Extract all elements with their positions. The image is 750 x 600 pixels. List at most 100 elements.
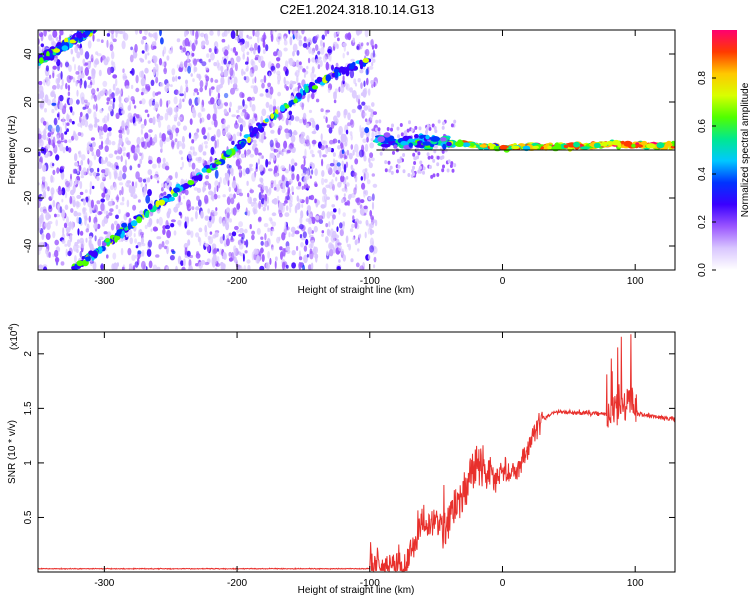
noise-speckle (368, 162, 373, 169)
noise-speckle (71, 135, 75, 141)
noise-speckle (104, 188, 108, 194)
noise-speckle (320, 47, 325, 55)
noise-speckle (208, 183, 212, 190)
trace-point (407, 138, 415, 143)
noise-speckle (92, 171, 97, 177)
noise-speckle (82, 207, 87, 212)
noise-speckle (146, 86, 151, 91)
noise-speckle (61, 239, 66, 244)
trace-point (532, 145, 539, 149)
noise-speckle (108, 153, 114, 159)
noise-speckle (72, 184, 76, 194)
noise-speckle (285, 117, 289, 126)
noise-speckle (130, 96, 135, 102)
noise-speckle (83, 198, 86, 206)
noise-speckle (107, 127, 112, 132)
noise-speckle (396, 126, 400, 131)
noise-speckle (154, 32, 158, 41)
noise-speckle (307, 213, 313, 218)
noise-speckle (450, 161, 454, 166)
noise-speckle (367, 228, 370, 235)
noise-speckle (239, 132, 242, 137)
noise-speckle (72, 199, 76, 208)
trace-point (69, 39, 77, 44)
noise-speckle (239, 252, 244, 257)
noise-speckle (87, 76, 92, 80)
noise-speckle (190, 73, 193, 77)
noise-speckle (237, 157, 242, 165)
noise-speckle (294, 87, 298, 92)
noise-speckle (371, 201, 375, 210)
noise-speckle (369, 210, 373, 217)
noise-speckle (370, 80, 374, 85)
noise-speckle (112, 97, 116, 103)
noise-speckle (89, 181, 93, 190)
noise-speckle (370, 229, 375, 235)
noise-speckle (47, 186, 50, 192)
noise-speckle (273, 51, 278, 57)
noise-speckle (65, 248, 68, 257)
noise-speckle (177, 219, 182, 226)
noise-speckle (268, 72, 271, 78)
noise-speckle (289, 202, 293, 208)
noise-speckle (372, 58, 376, 63)
noise-speckle (140, 77, 146, 87)
noise-speckle (320, 39, 323, 47)
trace-point (91, 21, 95, 28)
noise-speckle (129, 70, 133, 74)
trace-point (414, 134, 419, 139)
trace-point (211, 163, 217, 169)
noise-speckle (185, 79, 188, 85)
noise-speckle (38, 151, 41, 157)
snr-y-ticks: 0.511.52 (23, 351, 675, 524)
trace-point (469, 142, 475, 147)
noise-speckle (364, 30, 369, 38)
noise-speckle (121, 186, 124, 196)
noise-speckle (249, 100, 252, 108)
noise-speckle (227, 76, 230, 86)
noise-speckle (309, 149, 314, 155)
trace-point (76, 32, 84, 39)
trace-point (542, 144, 550, 151)
noise-speckle (59, 206, 63, 214)
noise-speckle (368, 108, 373, 112)
noise-speckle (138, 177, 143, 183)
noise-speckle (88, 239, 93, 248)
noise-speckle (81, 154, 86, 161)
noise-speckle (134, 146, 138, 154)
trace-point (94, 24, 99, 29)
noise-speckle (222, 251, 226, 260)
noise-speckle (291, 191, 294, 195)
noise-speckle (70, 208, 74, 213)
noise-speckle (144, 53, 148, 60)
noise-speckle (253, 197, 257, 202)
noise-speckle (66, 232, 69, 237)
noise-speckle (119, 202, 125, 206)
noise-speckle (384, 168, 388, 173)
noise-speckle (315, 254, 318, 263)
noise-speckle (73, 182, 77, 186)
colorbar-label: Normalized spectral amplitude (740, 82, 750, 217)
x-tick-label: -200 (227, 276, 247, 287)
noise-speckle (308, 109, 313, 114)
noise-speckle (162, 228, 166, 236)
noise-speckle (350, 164, 354, 170)
noise-speckle (271, 228, 275, 232)
noise-speckle (183, 195, 186, 200)
noise-speckle (144, 67, 149, 74)
noise-speckle (193, 66, 198, 73)
noise-speckle (340, 170, 345, 177)
trace-point (646, 143, 656, 149)
noise-speckle (82, 58, 86, 65)
noise-speckle (115, 204, 119, 210)
noise-speckle (362, 138, 367, 144)
noise-speckle (419, 160, 423, 165)
noise-speckle (160, 37, 164, 45)
noise-speckle (170, 126, 175, 134)
noise-speckle (89, 145, 94, 152)
noise-speckle (115, 155, 121, 160)
noise-speckle (206, 113, 211, 121)
noise-speckle (98, 144, 104, 150)
noise-speckle (133, 152, 138, 161)
noise-speckle (298, 135, 303, 144)
